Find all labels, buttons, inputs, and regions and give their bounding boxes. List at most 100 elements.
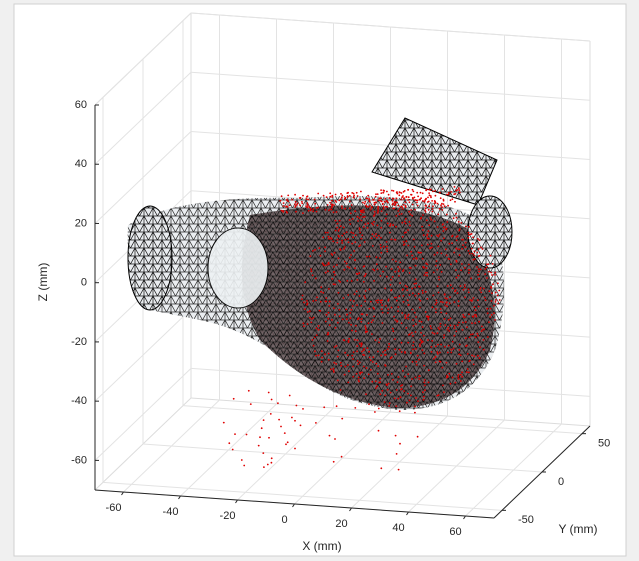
point-cloud-dot [320,286,323,289]
point-cloud-dot [222,421,225,424]
point-cloud-dot [412,190,415,193]
point-cloud-dot [376,385,378,388]
point-cloud-dot [331,194,334,197]
point-cloud-dot [324,271,327,274]
point-cloud-dot [338,308,341,311]
point-cloud-dot [428,224,431,227]
point-cloud-dot [353,250,356,252]
point-cloud-dot [384,197,387,200]
point-cloud-dot [270,398,273,401]
point-cloud-dot [411,361,414,363]
z-tick-label: 0 [81,277,87,289]
point-cloud-dot [451,287,454,290]
point-cloud-dot [286,441,289,444]
point-cloud-dot [421,326,424,328]
point-cloud-dot [457,300,460,303]
point-cloud-dot [337,349,340,352]
point-cloud-dot [438,360,441,363]
point-cloud-dot [459,285,462,287]
point-cloud-dot [408,399,411,402]
point-cloud-dot [332,283,335,286]
point-cloud-dot [314,350,316,353]
point-cloud-dot [446,328,449,331]
point-cloud-dot [389,231,391,234]
point-cloud-dot [424,207,427,210]
point-cloud-dot [475,314,477,316]
point-cloud-dot [343,232,346,235]
point-cloud-dot [437,291,440,294]
z-grid-line [94,71,192,165]
point-cloud-dot [441,209,444,211]
point-cloud-dot [386,206,389,208]
point-cloud-dot [294,200,297,203]
point-cloud-dot [395,260,397,263]
point-cloud-dot [412,341,415,343]
point-cloud-dot [461,329,464,331]
point-cloud-dot [406,254,408,257]
point-cloud-dot [471,299,474,301]
point-cloud-dot [337,321,339,324]
point-cloud-dot [403,197,405,200]
point-cloud-dot [328,237,330,240]
point-cloud-dot [428,192,430,195]
point-cloud-dot [359,231,362,234]
point-cloud-dot [301,294,304,297]
point-cloud-dot [440,311,443,314]
point-cloud-dot [412,335,414,337]
point-cloud-dot [490,285,492,288]
point-cloud-dot [427,237,430,240]
point-cloud-dot [353,293,356,295]
point-cloud-dot [361,234,364,237]
point-cloud-dot [408,294,411,296]
point-cloud-dot [383,200,386,203]
point-cloud-dot [416,199,419,202]
point-cloud-dot [324,320,327,323]
point-cloud-dot [445,213,448,216]
point-cloud-dot [381,202,384,205]
point-cloud-dot [341,207,343,210]
point-cloud-dot [396,320,398,323]
point-cloud-dot [379,246,382,249]
point-cloud-dot [286,206,289,208]
point-cloud-dot [414,286,416,289]
point-cloud-dot [390,356,393,359]
point-cloud-dot [328,300,331,303]
point-cloud-dot [492,283,494,286]
point-cloud-dot [405,196,408,198]
point-cloud-dot [337,234,340,237]
point-cloud-dot [436,332,439,335]
point-cloud-dot [343,246,346,248]
point-cloud-dot [392,207,394,210]
point-cloud-dot [302,322,305,325]
point-cloud-dot [268,436,270,439]
point-cloud-dot [399,396,402,399]
point-cloud-dot [387,312,389,314]
point-cloud-dot [397,210,400,212]
point-cloud-dot [326,340,329,342]
point-cloud-dot [477,238,479,240]
point-cloud-dot [438,278,441,281]
point-cloud-dot [444,324,447,326]
point-cloud-dot [247,389,250,392]
point-cloud-dot [461,263,463,265]
point-cloud-dot [428,188,431,191]
point-cloud-dot [369,368,372,371]
point-cloud-dot [334,219,337,222]
point-cloud-dot [346,265,349,268]
point-cloud-dot [312,210,315,213]
point-cloud-dot [424,384,426,387]
point-cloud-dot [386,348,389,351]
x-tick-label: 20 [335,518,347,530]
point-cloud-dot [395,405,398,407]
point-cloud-dot [458,349,461,351]
point-cloud-dot [427,200,430,203]
point-cloud-dot [429,325,432,328]
point-cloud-dot [477,341,480,343]
point-cloud-dot [385,265,387,268]
point-cloud-dot [327,235,330,238]
point-cloud-dot [434,194,437,197]
point-cloud-dot [423,274,426,276]
point-cloud-dot [478,239,481,242]
point-cloud-dot [228,442,231,445]
point-cloud-dot [295,210,297,213]
